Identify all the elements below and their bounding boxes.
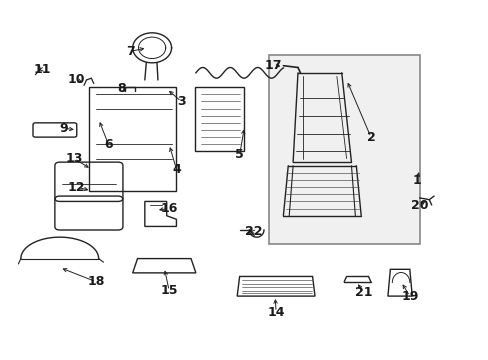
Text: 20: 20 xyxy=(410,198,427,212)
Text: 11: 11 xyxy=(34,63,51,76)
Text: 8: 8 xyxy=(118,82,126,95)
Text: 12: 12 xyxy=(68,181,85,194)
Text: 22: 22 xyxy=(245,225,263,238)
Text: 18: 18 xyxy=(87,275,104,288)
Text: 13: 13 xyxy=(65,152,83,165)
Text: 10: 10 xyxy=(68,73,85,86)
Text: 3: 3 xyxy=(177,95,185,108)
Text: 2: 2 xyxy=(366,131,374,144)
Text: 6: 6 xyxy=(104,138,112,151)
Text: 1: 1 xyxy=(412,174,421,186)
Bar xyxy=(268,55,419,244)
Text: 14: 14 xyxy=(267,306,285,319)
Text: 21: 21 xyxy=(354,286,372,299)
Text: 5: 5 xyxy=(235,148,244,162)
Text: 7: 7 xyxy=(125,45,134,58)
Text: 19: 19 xyxy=(400,289,418,303)
Text: 4: 4 xyxy=(172,163,181,176)
Text: 9: 9 xyxy=(59,122,68,135)
Text: 17: 17 xyxy=(264,59,282,72)
Text: 15: 15 xyxy=(160,284,178,297)
Text: 16: 16 xyxy=(160,202,178,215)
